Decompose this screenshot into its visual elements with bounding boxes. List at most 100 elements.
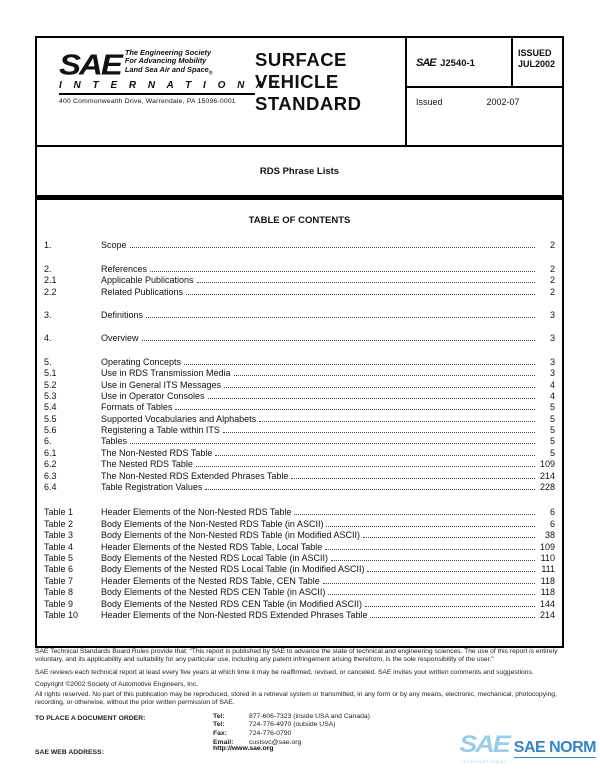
toc-entry-page: 2 (549, 275, 555, 286)
toc-table-entry: Table 9 Body Elements of the Nested RDS … (44, 597, 555, 609)
toc-entry-title: Overview (101, 333, 139, 344)
sae-norm-watermark: SAE INTERNATIONAL SAE NORM (459, 732, 597, 764)
contact-list: Tel: 877-606-7323 (inside USA and Canada… (213, 713, 370, 748)
toc-entry-page: 4 (549, 390, 555, 401)
toc-entry: 6. Tables 5 (44, 435, 555, 446)
toc-entry-page: 5 (549, 425, 555, 436)
dot-leader (367, 571, 535, 573)
contact-row: Tel: 877-606-7323 (inside USA and Canada… (213, 713, 370, 722)
toc-table-page: 109 (539, 541, 555, 552)
sae-logo-block: SAE The Engineering Society For Advancin… (37, 38, 286, 145)
toc-entry-title: Registering a Table within ITS (101, 425, 220, 436)
toc-entry: 5.4 Formats of Tables 5 (44, 401, 555, 412)
toc-frame: TABLE OF CONTENTS 1. Scope 2 2. Referenc… (35, 197, 564, 648)
sae-logo: SAE (59, 48, 123, 82)
document-title: RDS Phrase Lists (37, 145, 562, 195)
toc-table-number: Table 4 (44, 541, 74, 552)
tagline-line-2: For Advancing Mobility (124, 56, 207, 66)
toc-entry: 5.1 Use in RDS Transmission Media 3 (44, 367, 555, 378)
toc-entry-number: 6. (44, 436, 52, 447)
standards-board-rules-text: SAE Technical Standards Board Rules prov… (35, 648, 558, 664)
toc-table-title: Body Elements of the Nested RDS CEN Tabl… (101, 587, 326, 598)
toc-entry-title: Scope (101, 240, 127, 251)
watermark-international: INTERNATIONAL (460, 759, 508, 764)
toc-table-title: Header Elements of the Non-Nested RDS Ta… (101, 507, 292, 518)
header-row: SAE The Engineering Society For Advancin… (37, 38, 562, 145)
dot-leader (205, 489, 535, 491)
toc-entry: 2.2 Related Publications 2 (44, 285, 555, 297)
contact-row: Tel: 724-776-4970 (outside USA) (213, 721, 370, 730)
toc-entry-page: 3 (549, 309, 555, 320)
toc-table-number: Table 1 (44, 507, 74, 518)
toc-entry-number: 5.6 (44, 425, 57, 436)
toc-table-number: Table 3 (44, 530, 74, 541)
toc-table-number: Table 7 (44, 575, 74, 586)
international-underline: I N T E R N A T I O N A L (59, 79, 286, 96)
toc-entry-number: 6.3 (44, 470, 57, 481)
toc-entry: 5.3 Use in Operator Consoles 4 (44, 390, 555, 401)
copyright-text: Copyright ©2002 Society of Automotive En… (35, 680, 198, 688)
header-frame: SAE The Engineering Society For Advancin… (35, 36, 564, 197)
toc-table-list: Table 1 Header Elements of the Non-Neste… (44, 506, 555, 620)
dot-leader (328, 594, 535, 596)
document-type: SURFACE VEHICLE STANDARD (255, 38, 405, 145)
doc-type-line-1: SURFACE (255, 49, 347, 70)
toc-entry-number: 2.2 (44, 286, 57, 297)
international-label: I N T E R N A T I O N A L (59, 80, 286, 92)
toc-table-title: Header Elements of the Non-Nested RDS Ex… (101, 609, 368, 620)
dot-leader (141, 340, 535, 342)
toc-entry-title: Use in RDS Transmission Media (101, 368, 231, 379)
toc-entry-title: Formats of Tables (101, 402, 173, 413)
dot-leader (364, 605, 535, 607)
contact-label: Tel: (213, 721, 225, 729)
dot-leader (150, 270, 535, 272)
rights-reserved-text: All rights reserved. No part of this pub… (35, 691, 557, 707)
toc-entry-number: 5.4 (44, 402, 57, 413)
dot-leader (146, 316, 535, 318)
toc-table-page: 111 (541, 564, 555, 575)
sae-tagline: The Engineering Society For Advancing Mo… (124, 48, 213, 78)
toc-entry-title: Table Registration Values (101, 482, 203, 493)
toc-entry: 2. References 2 (44, 262, 555, 274)
toc-table-title: Body Elements of the Nested RDS CEN Tabl… (101, 598, 362, 609)
toc-entry-page: 2 (549, 263, 555, 274)
toc-table-entry: Table 10 Header Elements of the Non-Nest… (44, 609, 555, 620)
watermark-name: SAE NORM (513, 738, 597, 756)
toc-entry-page: 3 (549, 368, 555, 379)
toc-entry: 5.6 Registering a Table within ITS 5 (44, 424, 555, 435)
contact-row: Email: custsvc@sae.org (213, 739, 370, 748)
dot-leader (222, 432, 535, 434)
issued-stamp: ISSUED JUL2002 (511, 38, 562, 86)
web-url[interactable]: http://www.sae.org (213, 745, 274, 752)
document-info-cell: SAE J2540-1 ISSUED JUL2002 Issued 2002-0… (405, 38, 562, 145)
toc-table-page: 38 (544, 530, 555, 541)
toc-entry: 6.4 Table Registration Values 228 (44, 481, 555, 492)
contact-value[interactable]: 724-776-0790 (249, 730, 292, 738)
tagline-line-1: The Engineering Society (124, 48, 212, 57)
revision-row: Issued 2002-07 (407, 88, 562, 107)
toc-entry-page: 5 (549, 447, 555, 458)
toc-entry-title: Operating Concepts (101, 356, 182, 367)
dot-leader (330, 559, 535, 561)
doc-type-line-2: VEHICLE (255, 71, 339, 92)
dot-leader (294, 514, 535, 516)
toc-entry-title: The Non-Nested RDS Table (101, 447, 213, 458)
toc-entry-title: Use in General ITS Messages (101, 379, 222, 390)
contact-value[interactable]: 724-776-4970 (outside USA) (249, 721, 336, 729)
toc-entry-page: 5 (549, 413, 555, 424)
dot-leader (224, 386, 535, 388)
contact-value[interactable]: custsvc@sae.org (249, 738, 302, 746)
toc-entry-page: 3 (549, 333, 555, 344)
toc-entry-title: Related Publications (101, 286, 184, 297)
contact-value[interactable]: 877-606-7323 (inside USA and Canada) (249, 712, 370, 720)
toc-table-number: Table 5 (44, 552, 74, 563)
toc-entry: 3. Definitions 3 (44, 309, 555, 320)
toc-entry-number: 5.3 (44, 390, 57, 401)
toc-entry-number: 5.2 (44, 379, 57, 390)
tagline-line-3: Land Sea Air and Space® (125, 65, 213, 78)
toc-entry-title: Tables (101, 436, 128, 447)
toc-entry-page: 5 (549, 436, 555, 447)
doc-type-line-3: STANDARD (255, 93, 362, 114)
toc-entry: 6.2 The Nested RDS Table 109 (44, 458, 555, 469)
